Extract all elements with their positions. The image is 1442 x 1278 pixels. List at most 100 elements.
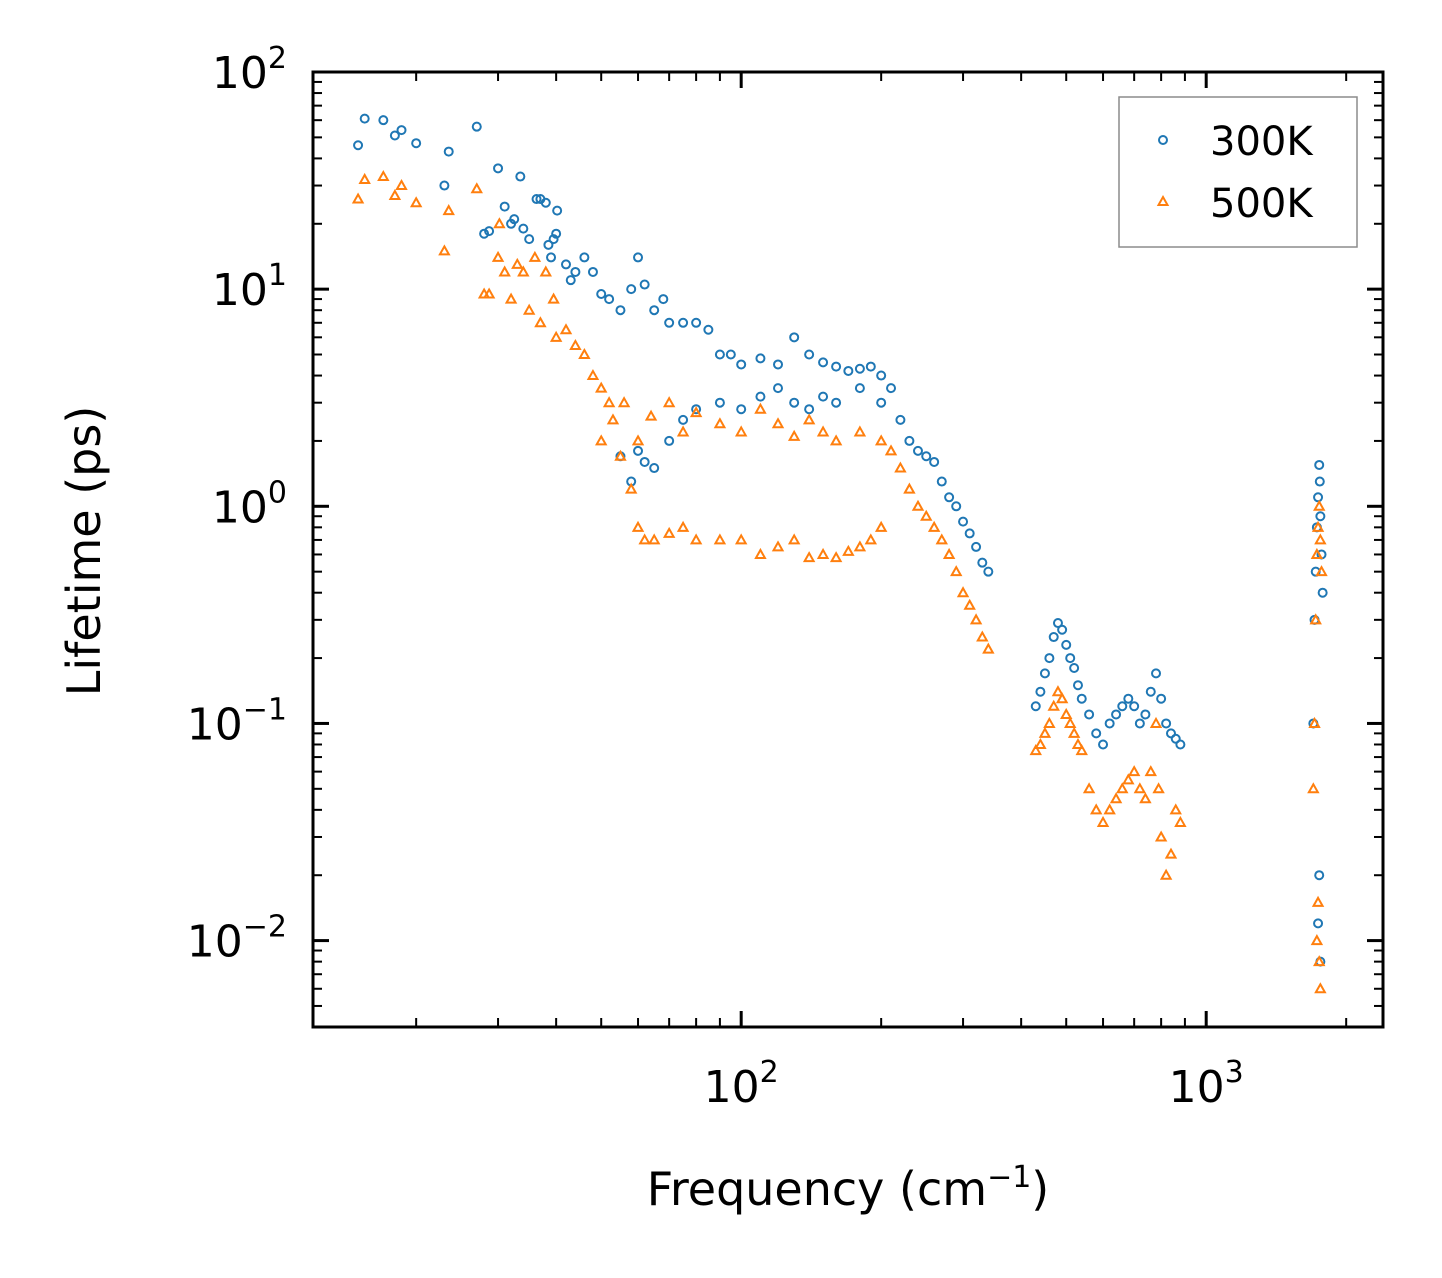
point-300k xyxy=(958,516,969,527)
point-500k xyxy=(1152,782,1165,794)
legend-marker-300k xyxy=(1158,135,1168,145)
tick-exponent: 1 xyxy=(268,258,287,293)
point-300k xyxy=(543,239,554,250)
point-500k xyxy=(802,551,816,563)
point-300k xyxy=(876,370,887,381)
point-300k xyxy=(1315,511,1326,522)
point-300k xyxy=(1145,686,1156,697)
point-300k xyxy=(1072,680,1083,691)
point-500k xyxy=(963,598,976,610)
point-500k xyxy=(1314,533,1327,545)
point-500k xyxy=(713,417,727,429)
point-300k xyxy=(725,349,736,360)
point-500k xyxy=(920,509,933,521)
point-500k xyxy=(631,520,645,532)
point-300k xyxy=(1057,624,1068,635)
x-axis-label: Frequency (cm−1) xyxy=(647,1160,1050,1216)
point-300k xyxy=(639,279,650,290)
legend-box xyxy=(1118,96,1358,248)
point-300k xyxy=(886,383,897,394)
point-500k xyxy=(1096,815,1110,827)
point-500k xyxy=(853,425,867,437)
point-500k xyxy=(969,613,983,625)
point-500k xyxy=(1038,726,1052,738)
point-500k xyxy=(1311,895,1325,907)
point-500k xyxy=(1313,499,1326,511)
point-500k xyxy=(498,265,511,277)
point-300k xyxy=(499,201,510,212)
point-300k xyxy=(626,284,637,295)
y-tick-label: 101 xyxy=(212,258,287,316)
point-500k xyxy=(927,520,941,532)
point-500k xyxy=(1159,868,1173,880)
point-300k xyxy=(944,492,955,503)
point-300k xyxy=(736,359,747,370)
point-300k xyxy=(691,404,702,415)
tick-base: 10 xyxy=(187,917,243,968)
point-300k xyxy=(471,121,482,132)
point-300k xyxy=(1104,718,1115,729)
point-300k xyxy=(604,294,615,305)
point-500k xyxy=(689,406,703,418)
point-300k xyxy=(904,435,915,446)
point-500k xyxy=(787,533,801,545)
point-500k xyxy=(534,316,547,328)
point-300k xyxy=(551,228,562,239)
point-500k xyxy=(614,449,627,461)
point-300k xyxy=(773,359,784,370)
point-500k xyxy=(1149,716,1163,728)
point-500k xyxy=(1034,737,1047,749)
point-500k xyxy=(1043,716,1056,728)
point-500k xyxy=(1315,565,1328,577)
tick-base: 10 xyxy=(212,482,268,533)
point-500k xyxy=(1082,782,1096,794)
point-500k xyxy=(1109,792,1123,804)
point-500k xyxy=(617,396,631,408)
point-500k xyxy=(1103,803,1116,815)
point-500k xyxy=(409,196,423,208)
point-500k xyxy=(1089,803,1103,815)
point-500k xyxy=(802,413,816,425)
point-500k xyxy=(903,482,916,494)
point-500k xyxy=(528,250,542,262)
legend-label-500k: 500K xyxy=(1210,181,1314,227)
point-300k xyxy=(524,234,535,245)
point-500k xyxy=(438,244,451,256)
point-300k xyxy=(678,317,689,328)
point-500k xyxy=(787,429,801,441)
point-300k xyxy=(560,259,571,270)
point-300k xyxy=(678,414,689,425)
tick-exponent: 2 xyxy=(760,1055,779,1090)
point-300k xyxy=(540,197,551,208)
point-300k xyxy=(818,357,829,368)
point-300k xyxy=(1039,668,1050,679)
legend-marker-500k xyxy=(1156,194,1170,206)
y-tick-label: 100 xyxy=(212,475,287,533)
point-300k xyxy=(1151,668,1162,679)
point-300k xyxy=(804,349,815,360)
point-500k xyxy=(816,547,830,559)
point-300k xyxy=(649,305,660,316)
point-300k xyxy=(789,397,800,408)
point-500k xyxy=(1064,716,1077,728)
point-500k xyxy=(351,192,365,204)
point-500k xyxy=(470,182,483,194)
point-500k xyxy=(1144,765,1157,777)
point-500k xyxy=(1051,685,1065,697)
point-500k xyxy=(586,369,600,381)
point-300k xyxy=(1140,709,1151,720)
point-300k xyxy=(1117,701,1128,712)
point-500k xyxy=(1307,782,1320,794)
point-500k xyxy=(1174,815,1187,827)
point-300k xyxy=(1098,739,1109,750)
point-500k xyxy=(1060,707,1073,719)
point-300k xyxy=(854,363,865,374)
point-300k xyxy=(1091,728,1102,739)
point-500k xyxy=(594,381,608,393)
point-500k xyxy=(829,434,843,446)
point-500k xyxy=(442,204,455,216)
point-500k xyxy=(894,461,907,473)
point-500k xyxy=(644,409,658,421)
point-500k xyxy=(1313,955,1326,967)
tick-base: 10 xyxy=(1169,1062,1225,1113)
